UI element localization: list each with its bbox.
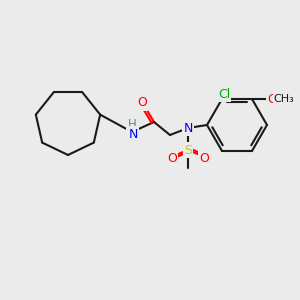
Text: O: O: [199, 152, 209, 164]
Text: Cl: Cl: [218, 88, 230, 100]
Text: CH₃: CH₃: [274, 94, 294, 104]
Text: O: O: [167, 152, 177, 164]
Text: N: N: [183, 122, 193, 134]
Text: H: H: [128, 118, 136, 130]
Text: S: S: [184, 143, 192, 157]
Text: O: O: [267, 92, 277, 106]
Text: O: O: [137, 97, 147, 110]
Text: N: N: [128, 128, 138, 140]
